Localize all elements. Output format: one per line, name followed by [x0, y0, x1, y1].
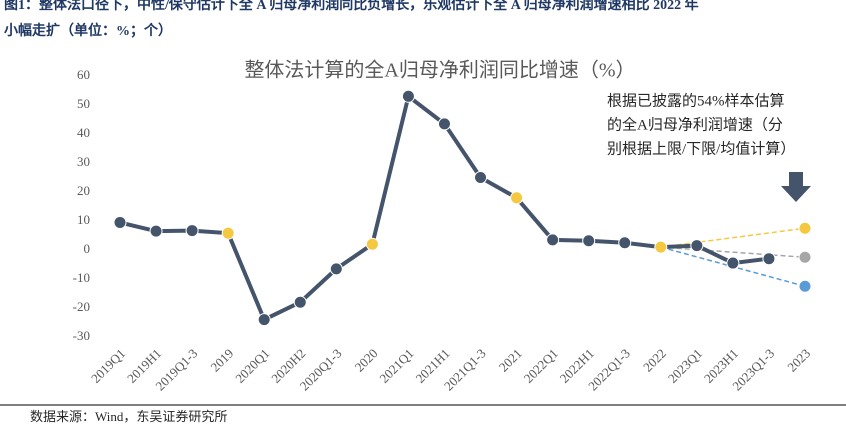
marker [329, 262, 343, 276]
y-tick-label: -30 [73, 328, 90, 343]
marker [726, 256, 740, 270]
x-tick-label: 2021 [496, 346, 525, 375]
y-tick-label: 0 [84, 241, 91, 256]
y-tick-label: 40 [77, 125, 90, 140]
marker [293, 295, 307, 309]
marker [546, 233, 560, 247]
marker [365, 237, 379, 251]
marker [257, 313, 271, 327]
marker [401, 89, 415, 103]
x-tick-label: 2020 [352, 346, 381, 375]
x-tick-label: 2022Q1 [521, 346, 561, 386]
marker [185, 224, 199, 238]
marker [510, 191, 524, 205]
source: 数据来源：Wind，东吴证券研究所 [30, 409, 227, 424]
plot: -30-20-1001020304050602019Q12019H12019Q1… [73, 67, 814, 394]
caption-line-2: 图1：整体法口径下，中性/保守估计下全 A 归母净利润同比负增长，乐观估计下全 … [4, 0, 699, 39]
y-tick-label: -10 [73, 270, 90, 285]
line [660, 246, 806, 258]
marker [618, 236, 632, 250]
x-tick-label: 2019 [207, 346, 236, 375]
annotation: 根据已披露的54%样本估算 [607, 91, 785, 109]
x-tick-label: 2021Q1 [376, 346, 416, 386]
marker [221, 226, 235, 240]
marker [113, 215, 127, 229]
y-tick-label: 30 [77, 154, 90, 169]
marker [762, 252, 776, 266]
x-tick-label: 2020Q1 [232, 346, 272, 386]
y-tick-label: -20 [73, 299, 90, 314]
marker [798, 279, 812, 293]
y-tick-label: 20 [77, 183, 90, 198]
line [660, 227, 806, 248]
marker [798, 250, 812, 264]
marker [437, 117, 451, 131]
y-tick-label: 10 [77, 212, 90, 227]
y-tick-label: 50 [77, 96, 90, 111]
marker [149, 224, 163, 238]
x-tick-label: 2022 [640, 346, 669, 375]
marker [474, 171, 488, 184]
chart-title: 整体法计算的全A归母净利润同比增速（%） [244, 59, 635, 82]
annotation: 别根据上限/下限/均值计算） [607, 139, 795, 157]
x-tick-label: 2019Q1 [88, 346, 128, 386]
marker [690, 239, 704, 253]
marker [582, 234, 596, 248]
x-tick-label: 2023Q1 [665, 346, 705, 386]
arrow [781, 172, 811, 202]
marker [798, 221, 812, 235]
marker [654, 240, 668, 254]
annotation: 的全A归母净利润增速（分 [607, 115, 783, 133]
x-tick-label: 2023 [784, 346, 813, 375]
y-tick-label: 60 [77, 67, 90, 82]
